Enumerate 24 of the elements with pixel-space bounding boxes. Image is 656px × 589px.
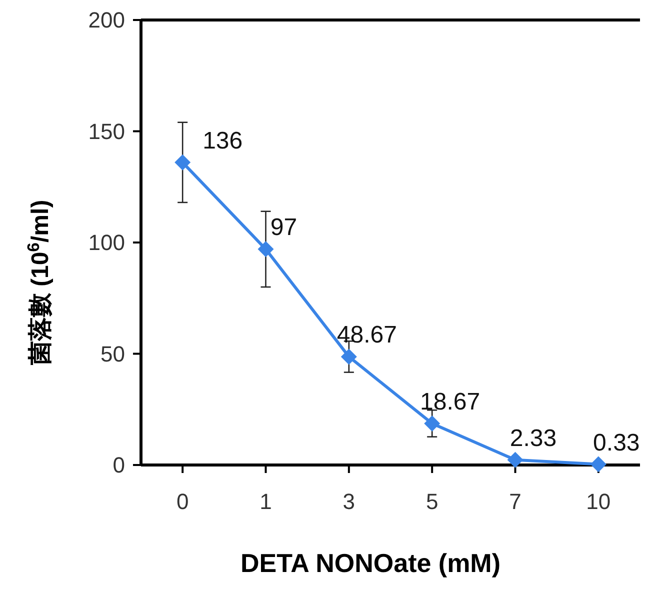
point — [590, 456, 606, 472]
data-label: 2.33 — [510, 424, 557, 452]
point — [340, 348, 357, 365]
x-axis-title: DETA NONOate (mM) — [240, 548, 500, 578]
point — [424, 415, 440, 432]
y-tick-label: 0 — [112, 452, 125, 478]
x-tick-label: 10 — [586, 489, 611, 514]
data-label: 48.67 — [336, 322, 397, 349]
point — [507, 452, 524, 468]
x-tick-label: 1 — [260, 489, 272, 514]
x-tick-label: 3 — [342, 489, 356, 514]
data-label: 97 — [270, 214, 298, 242]
y-tick-label: 200 — [88, 8, 125, 33]
x-tick-label: 7 — [509, 489, 522, 514]
point — [174, 154, 191, 170]
point — [258, 241, 274, 258]
data-label: 18.67 — [420, 388, 480, 416]
x-tick-label: 0 — [176, 489, 189, 514]
y-tick-label: 50 — [100, 341, 125, 366]
x-tick-label: 5 — [426, 489, 438, 514]
data-label: 136 — [202, 127, 243, 154]
data-label: 0.33 — [593, 429, 640, 456]
y-tick-label: 150 — [88, 118, 125, 144]
y-tick-label: 100 — [88, 230, 125, 256]
